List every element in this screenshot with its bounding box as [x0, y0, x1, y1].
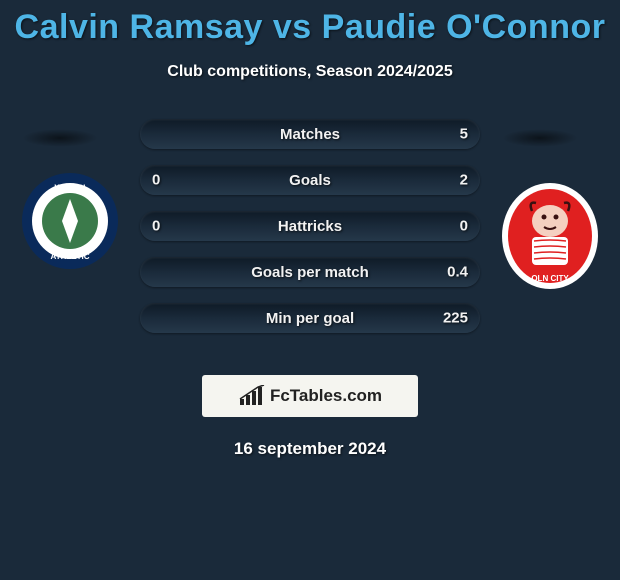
stat-right-value: 0 [460, 218, 468, 235]
stat-label: Goals [140, 172, 480, 189]
wigan-badge-icon: WIGAN ATHLETIC [20, 171, 120, 271]
branding-box[interactable]: FcTables.com [202, 375, 418, 417]
stat-left-value: 0 [152, 172, 160, 189]
stat-right-value: 5 [460, 126, 468, 143]
stat-right-value: 225 [443, 310, 468, 327]
comparison-container: WIGAN ATHLETIC OLN CITY Matches 5 0 Goal… [0, 109, 620, 369]
stat-right-value: 0.4 [447, 264, 468, 281]
stat-row-min-per-goal: Min per goal 225 [140, 303, 480, 333]
stat-row-matches: Matches 5 [140, 119, 480, 149]
club-badge-left: WIGAN ATHLETIC [20, 171, 120, 276]
subtitle: Club competitions, Season 2024/2025 [0, 63, 620, 81]
player-shadow-left [22, 129, 98, 147]
stat-row-hattricks: 0 Hattricks 0 [140, 211, 480, 241]
lincoln-badge-icon: OLN CITY [500, 181, 600, 291]
fctables-logo-icon [238, 385, 266, 407]
stat-label: Hattricks [140, 218, 480, 235]
stats-list: Matches 5 0 Goals 2 0 Hattricks 0 Goals … [140, 119, 480, 349]
stat-right-value: 2 [460, 172, 468, 189]
branding-text: FcTables.com [270, 386, 382, 406]
svg-text:OLN CITY: OLN CITY [531, 274, 569, 283]
stat-row-goals: 0 Goals 2 [140, 165, 480, 195]
stat-label: Goals per match [140, 264, 480, 281]
stat-label: Matches [140, 126, 480, 143]
svg-text:WIGAN: WIGAN [55, 183, 86, 193]
stat-label: Min per goal [140, 310, 480, 327]
player-shadow-right [502, 129, 578, 147]
date-label: 16 september 2024 [0, 439, 620, 459]
svg-text:ATHLETIC: ATHLETIC [51, 252, 90, 261]
page-title: Calvin Ramsay vs Paudie O'Connor [0, 0, 620, 47]
stat-row-goals-per-match: Goals per match 0.4 [140, 257, 480, 287]
club-badge-right: OLN CITY [500, 181, 600, 296]
stat-left-value: 0 [152, 218, 160, 235]
